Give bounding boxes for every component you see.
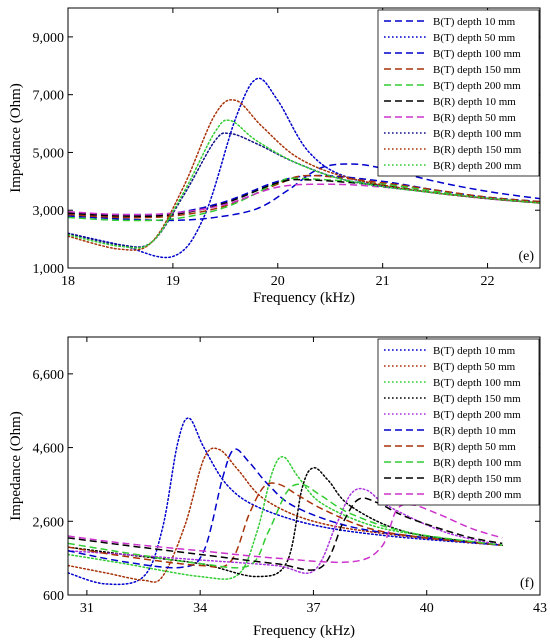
y-axis-label: Impedance (Ohm): [8, 83, 24, 193]
legend-entry-label: B(T) depth 100 mm: [433, 377, 521, 389]
x-axis-label: Frequency (kHz): [253, 623, 355, 639]
series-line-e-6: [68, 183, 540, 216]
series-line-f-4: [68, 487, 503, 575]
series-line-f-6: [68, 482, 503, 568]
legend-entry-label: B(R) depth 150 mm: [433, 144, 522, 156]
y-tick-label: 6,600: [33, 368, 65, 383]
y-tick-label: 9,000: [33, 31, 65, 46]
y-tick-label: 4,600: [33, 442, 65, 457]
chart-panel-e: 18 19 20 21 22 1,000 3,000 5,000 7,000 9,000 Frequ…: [8, 7, 541, 306]
series-line-f-9: [68, 503, 503, 564]
legend-entry-label: B(T) depth 200 mm: [433, 80, 521, 92]
legend: B(T) depth 10 mm B(T) depth 50 mm B(T) dep…: [377, 338, 540, 506]
plot-frame: [67, 336, 541, 596]
legend-entry-label: B(T) depth 10 mm: [433, 345, 516, 357]
legend-entry-label: B(R) depth 200 mm: [433, 489, 522, 501]
legend-entry-label: B(T) depth 100 mm: [433, 48, 521, 60]
series-lines: [68, 77, 540, 259]
legend-entry-label: B(T) depth 150 mm: [433, 64, 521, 76]
y-tick-label: 2,600: [33, 515, 65, 530]
legend-entry-label: B(R) depth 50 mm: [433, 112, 516, 124]
x-tick-label: 22: [481, 274, 495, 289]
series-line-f-5: [68, 448, 503, 569]
x-tick-label: 19: [166, 274, 180, 289]
series-line-f-7: [68, 483, 503, 569]
legend-entry-label: B(T) depth 50 mm: [433, 32, 516, 44]
legend-entry-label: B(T) depth 200 mm: [433, 409, 521, 421]
series-line-f-0: [68, 417, 503, 586]
legend-entry-label: B(R) depth 100 mm: [433, 128, 522, 140]
legend-entry-label: B(T) depth 150 mm: [433, 393, 521, 405]
panel-label: (f): [520, 576, 534, 591]
legend-entry-label: B(R) depth 200 mm: [433, 160, 522, 172]
x-axis-label: Frequency (kHz): [253, 290, 355, 306]
series-line-e-9: [68, 119, 540, 249]
x-tick-label: 43: [533, 601, 547, 616]
legend-entry-label: B(R) depth 50 mm: [433, 441, 516, 453]
y-tick-label: 7,000: [33, 89, 65, 104]
series-line-f-1: [68, 447, 503, 583]
series-lines: [68, 417, 503, 586]
x-tick-label: 37: [306, 601, 320, 616]
plot-frame: [67, 7, 541, 269]
x-tick-label: 31: [80, 601, 94, 616]
legend-entry-label: B(R) depth 10 mm: [433, 425, 516, 437]
legend-entry-label: B(R) depth 100 mm: [433, 457, 522, 469]
legend-entry-label: B(R) depth 10 mm: [433, 96, 516, 108]
legend: B(T) depth 10 mm B(T) depth 50 mm B(T) dep…: [377, 9, 540, 177]
y-tick-label: 5,000: [33, 146, 65, 161]
series-line-f-8: [68, 497, 503, 571]
panel-label: (e): [518, 249, 534, 264]
legend-entry-label: B(T) depth 10 mm: [433, 16, 516, 28]
chart-panel-f: 31 34 37 40 43 600 2,600 4,600 6,600 Frequency (k…: [8, 336, 547, 639]
y-axis-label: Impedance (Ohm): [8, 411, 24, 521]
x-tick-label: 20: [271, 274, 285, 289]
series-line-e-3: [68, 174, 540, 219]
series-line-f-2: [68, 456, 503, 580]
y-tick-label: 1,000: [33, 262, 65, 277]
series-line-e-5: [68, 178, 540, 217]
x-tick-label: 34: [193, 601, 207, 616]
x-tick-label: 21: [376, 274, 390, 289]
legend-entry-label: B(T) depth 50 mm: [433, 361, 516, 373]
legend-entry-label: B(R) depth 150 mm: [433, 473, 522, 485]
y-tick-label: 3,000: [33, 204, 65, 219]
x-tick-label: 18: [61, 274, 75, 289]
x-tick-label: 40: [420, 601, 434, 616]
y-tick-label: 600: [43, 589, 64, 604]
